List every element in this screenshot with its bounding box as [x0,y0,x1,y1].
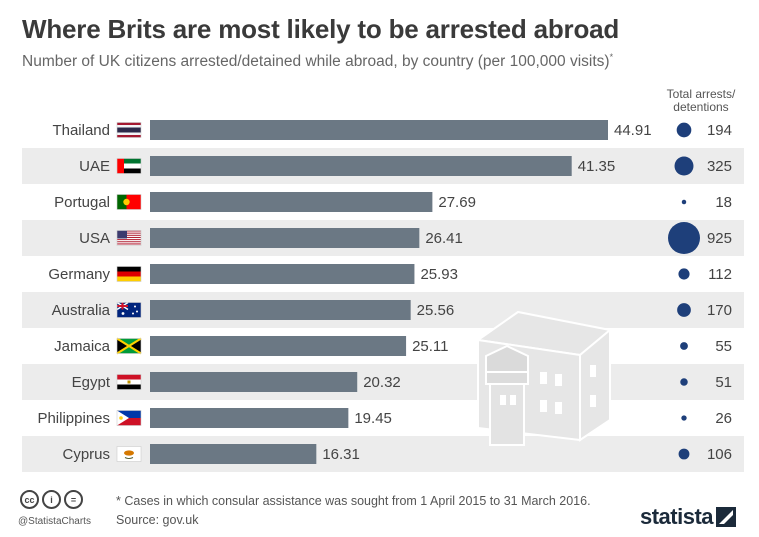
brand-mark-icon [716,507,736,527]
bar-row: Egypt 20.32 51 [72,372,732,392]
cyprus-flag-icon [116,446,142,462]
value-label: 25.56 [417,302,455,319]
bar [150,336,407,356]
license-icons: cc i = [20,490,83,509]
category-label: Portugal [54,194,110,211]
total-arrests-label: 170 [707,302,732,319]
bar-row: Germany 25.93 112 [48,264,732,284]
total-arrests-header: Total arrests/ detentions [646,88,756,114]
subtitle-footnote-mark: * [609,52,614,62]
value-label: 26.41 [425,230,463,247]
attribution-icon: i [42,490,61,509]
total-arrests-dot [678,268,690,280]
total-arrests-header-line2: detentions [673,100,729,114]
no-derivatives-icon: = [64,490,83,509]
chart-rows: Thailand 44.91 194 UAE 41.35 325 Portugal 27.69… [37,120,732,464]
bar [150,444,317,464]
value-label: 19.45 [354,410,392,427]
footnote: * Cases in which consular assistance was… [116,494,591,508]
philippines-flag-icon [116,410,142,426]
brand-logo: statista [640,504,714,529]
value-label: 25.11 [412,338,448,355]
bar-row: Cyprus 16.31 106 [62,444,732,464]
subtitle-text: Number of UK citizens arrested/detained … [22,53,610,71]
bar-row: USA 26.41 925 [79,222,732,254]
total-arrests-label: 325 [707,158,732,175]
bar-row: Jamaica 25.11 55 [54,336,732,356]
total-arrests-dot [668,222,700,254]
category-label: UAE [79,158,110,175]
value-label: 27.69 [438,194,476,211]
category-label: Egypt [72,374,111,391]
australia-flag-icon [116,301,142,318]
category-label: USA [79,230,110,247]
total-arrests-dot [680,342,688,350]
germany-flag-icon [116,266,142,282]
total-arrests-label: 194 [707,122,732,139]
total-arrests-header-line1: Total arrests/ [666,87,736,101]
category-label: Jamaica [54,338,111,355]
category-label: Philippines [37,410,110,427]
total-arrests-label: 18 [715,194,732,211]
bar-row: UAE 41.35 325 [79,156,732,176]
category-label: Australia [52,302,111,319]
total-arrests-dot [676,122,692,138]
value-label: 20.32 [363,374,401,391]
row-stripe [22,436,744,472]
bar [150,228,420,248]
bar-row: Thailand 44.91 194 [52,120,732,140]
total-arrests-dot [681,415,687,421]
total-arrests-label: 112 [708,266,732,283]
bar [150,300,411,320]
bar [150,372,358,392]
bar [150,408,349,428]
row-stripe [22,364,744,400]
total-arrests-label: 925 [707,230,732,247]
chart-subtitle: Number of UK citizens arrested/detained … [22,52,613,71]
bar [150,264,415,284]
uae-flag-icon [116,158,142,174]
social-handle: @StatistaCharts [18,516,91,527]
value-label: 25.93 [420,266,458,283]
bar [150,192,433,212]
source-text: Source: gov.uk [116,513,199,527]
jamaica-flag-icon [116,337,142,355]
thailand-flag-icon [116,122,142,138]
total-arrests-dot [681,199,687,205]
value-label: 41.35 [578,158,616,175]
bar [150,120,608,140]
category-label: Thailand [52,122,110,139]
category-label: Cyprus [62,446,110,463]
total-arrests-label: 55 [715,338,732,355]
total-arrests-dot [678,448,690,460]
bar [150,156,572,176]
category-label: Germany [48,266,110,283]
bar-row: Philippines 19.45 26 [37,408,732,428]
total-arrests-label: 26 [715,410,732,427]
chart-title: Where Brits are most likely to be arrest… [22,14,620,44]
cc-icon: cc [20,490,39,509]
bar-row: Portugal 27.69 18 [54,192,732,212]
egypt-flag-icon [116,374,142,390]
prison-building-icon [475,310,613,446]
portugal-flag-icon [116,194,142,210]
total-arrests-label: 51 [715,374,732,391]
total-arrests-dot [677,303,691,317]
total-arrests-dot [680,378,688,386]
usa-flag-icon [116,230,142,246]
bar-row: Australia 25.56 170 [52,300,732,320]
total-arrests-dot [674,156,694,176]
value-label: 16.31 [322,446,360,463]
value-label: 44.91 [614,122,652,139]
total-arrests-label: 106 [707,446,732,463]
